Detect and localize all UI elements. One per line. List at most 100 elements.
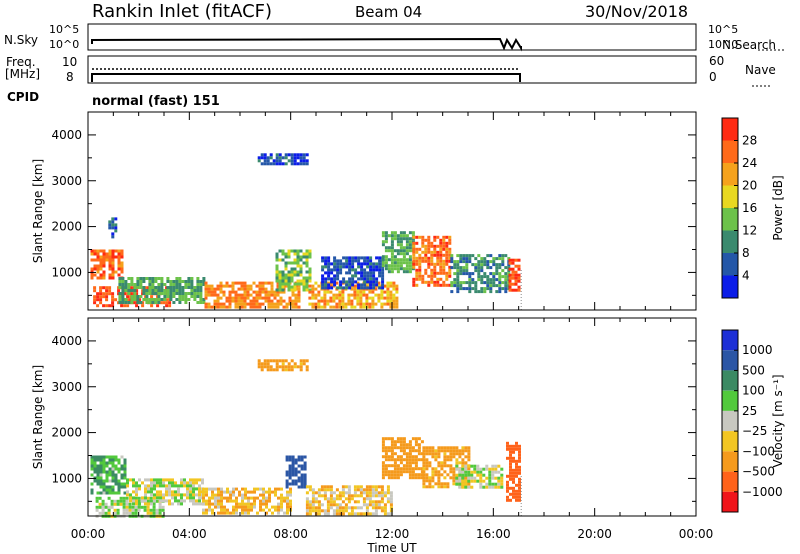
data-cell bbox=[442, 280, 446, 284]
data-cell bbox=[440, 482, 444, 486]
data-cell bbox=[411, 473, 415, 477]
data-cell bbox=[371, 512, 375, 516]
data-cell bbox=[446, 482, 450, 486]
data-cell bbox=[202, 487, 205, 491]
data-cell bbox=[108, 223, 112, 227]
data-cell bbox=[449, 476, 453, 480]
data-cell bbox=[498, 254, 502, 258]
data-cell bbox=[427, 274, 431, 278]
data-cell bbox=[216, 287, 220, 291]
data-cell bbox=[357, 283, 361, 287]
data-cell bbox=[374, 494, 378, 498]
data-cell bbox=[289, 499, 292, 503]
data-cell bbox=[387, 264, 391, 268]
data-cell bbox=[402, 267, 406, 271]
data-cell bbox=[405, 249, 409, 253]
data-cell bbox=[389, 299, 393, 303]
data-cell bbox=[275, 264, 279, 268]
y-tick-label: 4000 bbox=[51, 128, 82, 142]
data-cell bbox=[508, 285, 512, 289]
data-cell bbox=[414, 458, 418, 462]
data-cell bbox=[93, 470, 97, 474]
data-cell bbox=[108, 458, 112, 462]
data-cell bbox=[217, 511, 220, 515]
data-cell bbox=[393, 234, 397, 238]
data-cell bbox=[177, 493, 180, 497]
data-cell bbox=[111, 488, 115, 492]
data-cell bbox=[508, 279, 512, 283]
data-cell bbox=[488, 476, 492, 480]
data-cell bbox=[258, 293, 262, 297]
data-cell bbox=[491, 467, 495, 471]
data-cell bbox=[455, 464, 459, 468]
data-cell bbox=[308, 273, 312, 277]
data-cell bbox=[386, 296, 390, 300]
data-cell bbox=[169, 289, 173, 292]
data-cell bbox=[108, 267, 112, 271]
data-cell bbox=[228, 290, 232, 294]
data-cell bbox=[495, 284, 499, 288]
data-cell bbox=[151, 292, 155, 295]
data-cell bbox=[153, 499, 156, 503]
data-cell bbox=[427, 259, 431, 263]
data-cell bbox=[181, 292, 185, 295]
data-cell bbox=[427, 244, 431, 248]
data-cell bbox=[93, 252, 97, 256]
data-cell bbox=[210, 290, 214, 294]
data-cell bbox=[293, 267, 297, 271]
data-cell bbox=[381, 283, 385, 287]
data-cell bbox=[375, 277, 379, 281]
data-cell bbox=[208, 487, 211, 491]
data-cell bbox=[229, 496, 232, 500]
data-cell bbox=[377, 485, 381, 489]
data-cell bbox=[434, 458, 438, 462]
data-cell bbox=[467, 473, 471, 477]
data-cell bbox=[108, 261, 112, 265]
data-cell bbox=[258, 284, 262, 288]
data-cell bbox=[371, 302, 375, 306]
data-cell bbox=[180, 493, 183, 497]
data-cell bbox=[184, 280, 188, 283]
data-cell bbox=[492, 281, 496, 285]
data-cell bbox=[335, 494, 339, 498]
data-cell bbox=[117, 479, 121, 483]
data-cell bbox=[237, 287, 241, 291]
data-cell bbox=[347, 488, 351, 492]
data-cell bbox=[163, 289, 167, 292]
data-cell bbox=[378, 268, 382, 272]
data-cell bbox=[507, 257, 511, 261]
data-cell bbox=[95, 496, 99, 500]
data-cell bbox=[122, 505, 126, 509]
colorbar-cell bbox=[722, 230, 738, 253]
data-cell bbox=[93, 264, 97, 268]
data-cell bbox=[99, 482, 103, 486]
data-cell bbox=[132, 490, 135, 494]
data-cell bbox=[378, 274, 382, 278]
data-cell bbox=[433, 244, 437, 248]
data-cell bbox=[422, 473, 426, 477]
data-cell bbox=[348, 283, 352, 287]
data-cell bbox=[232, 511, 235, 515]
data-cell bbox=[114, 458, 118, 462]
data-cell bbox=[425, 461, 429, 465]
data-cell bbox=[338, 497, 342, 501]
data-cell bbox=[108, 292, 112, 296]
data-cell bbox=[144, 286, 148, 290]
data-cell bbox=[284, 359, 288, 363]
data-cell bbox=[249, 302, 253, 306]
data-cell bbox=[480, 281, 484, 285]
data-cell bbox=[291, 470, 295, 474]
data-cell bbox=[102, 258, 106, 262]
data-cell bbox=[189, 481, 192, 485]
data-cell bbox=[165, 493, 168, 497]
data-cell bbox=[266, 159, 270, 163]
data-cell bbox=[232, 505, 235, 509]
data-cell bbox=[293, 156, 297, 160]
data-cell bbox=[368, 512, 372, 516]
y-axis-label: Slant Range [km] bbox=[31, 365, 45, 469]
data-cell bbox=[449, 464, 453, 468]
data-cell bbox=[464, 467, 468, 471]
data-cell bbox=[151, 301, 155, 304]
data-cell bbox=[117, 252, 121, 256]
data-cell bbox=[114, 479, 118, 483]
